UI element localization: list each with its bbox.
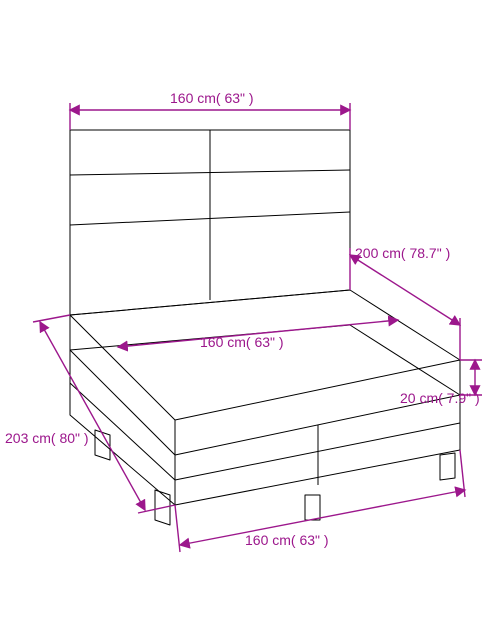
bed-outline xyxy=(70,130,460,525)
dimension-label: 200 cm( 78.7" ) xyxy=(355,245,450,261)
dimension-label: 160 cm( 63" ) xyxy=(200,334,284,350)
bed-dimension-diagram: 160 cm( 63" ) 200 cm( 78.7" ) 160 cm( 63" … xyxy=(0,0,500,641)
dimension-label: 20 cm( 7.9" ) xyxy=(400,390,480,406)
dimension-label: 160 cm( 63" ) xyxy=(170,90,254,106)
dimension-label: 203 cm( 80" ) xyxy=(5,430,89,446)
dimension-label: 160 cm( 63" ) xyxy=(245,532,329,548)
